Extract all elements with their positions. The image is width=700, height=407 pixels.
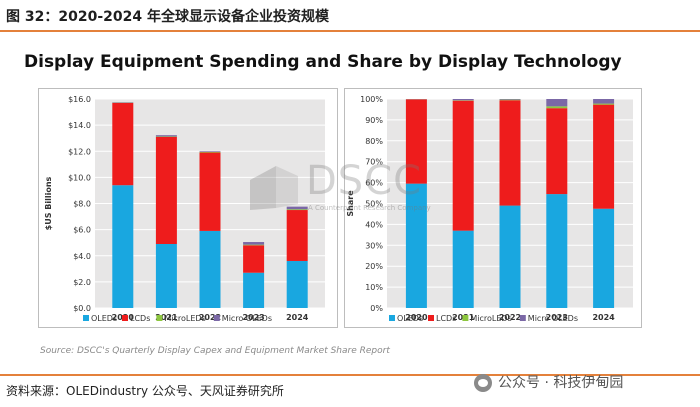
share-legend-label: LCDs (436, 314, 456, 323)
share-bar-lcds-2023 (546, 108, 568, 195)
share-bar-microleds-2022 (499, 99, 521, 101)
spending-bar-oleds-2020 (112, 185, 134, 308)
share-bar-lcds-2024 (593, 104, 615, 209)
share-y-tick-label: 70% (365, 158, 383, 167)
share-y-tick-label: 100% (360, 95, 383, 104)
share-bar-micro-oleds-2023 (546, 99, 568, 107)
spending-bar-lcds-2021 (155, 136, 177, 244)
spending-bar-micro-oleds-2023 (243, 242, 265, 245)
spending-legend-swatch (83, 315, 89, 321)
spending-bar-lcds-2023 (243, 245, 265, 273)
share-legend-label: Micro OLEDs (528, 314, 578, 323)
spending-y-tick-label: $10.0 (68, 173, 91, 182)
share-bar-microleds-2024 (593, 103, 615, 105)
share-y-axis-label: Share (346, 190, 355, 217)
chart-title: Display Equipment Spending and Share by … (24, 52, 622, 72)
share-bar-microleds-2023 (546, 106, 568, 109)
share-bar-oleds-2021 (452, 230, 474, 308)
spending-bar-lcds-2022 (199, 152, 221, 231)
share-legend-label: OLEDs (397, 314, 423, 323)
share-bar-oleds-2023 (546, 194, 568, 308)
spending-bar-lcds-2020 (112, 102, 134, 186)
share-y-tick-label: 30% (365, 241, 383, 250)
spending-y-tick-label: $4.0 (73, 252, 91, 261)
spending-chart-panel: $0.0 $2.0 $4.0 $6.0 $8.0 $10.0 $12.0 $14.0 $16.0… (38, 88, 338, 328)
share-legend-label: MicroLEDs (470, 314, 511, 323)
share-x-tick-label: 2024 (592, 313, 615, 322)
share-y-tick-label: 80% (365, 137, 383, 146)
spending-bar-microleds-2024 (286, 209, 308, 211)
share-bar-lcds-2020 (405, 99, 427, 184)
share-y-tick-label: 0% (370, 304, 383, 313)
share-chart: 0% 10% 20% 30% 40% 50% 60% 70% 80% 90% 100% Share 20… (346, 95, 633, 323)
share-x-tick-label: 2022 (499, 313, 521, 322)
title-rule (0, 30, 700, 32)
share-bar-oleds-2024 (593, 208, 615, 308)
share-bar-lcds-2021 (452, 100, 474, 231)
share-y-tick-label: 50% (365, 200, 383, 209)
spending-bar-oleds-2023 (243, 272, 265, 308)
spending-y-tick-label: $2.0 (73, 278, 91, 287)
spending-y-tick-label: $0.0 (73, 304, 91, 313)
spending-y-tick-label: $16.0 (68, 95, 91, 104)
spending-bar-oleds-2021 (155, 243, 177, 308)
spending-legend-swatch (213, 315, 220, 321)
share-legend-swatch (519, 315, 526, 321)
spending-bar-oleds-2024 (286, 260, 308, 308)
spending-bar-micro-oleds-2022 (199, 151, 221, 152)
spending-y-tick-label: $6.0 (73, 226, 91, 235)
spending-legend-label: LCDs (130, 314, 150, 323)
spending-y-tick-label: $12.0 (68, 147, 91, 156)
share-bar-oleds-2020 (405, 183, 427, 308)
spending-chart: $0.0 $2.0 $4.0 $6.0 $8.0 $10.0 $12.0 $14.0 $16.0… (44, 95, 325, 323)
spending-legend-label: Micro OLEDs (222, 314, 272, 323)
share-legend-swatch (389, 315, 395, 321)
share-y-tick-label: 20% (365, 262, 383, 271)
spending-y-tick-label: $8.0 (73, 200, 91, 209)
spending-bar-oleds-2022 (199, 230, 221, 308)
share-bar-oleds-2022 (499, 205, 521, 308)
spending-bar-micro-oleds-2024 (286, 206, 308, 210)
spending-bar-microleds-2022 (199, 151, 221, 153)
spending-x-tick-label: 2023 (242, 313, 264, 322)
share-x-tick-label: 2020 (405, 313, 428, 322)
share-legend-swatch (462, 315, 469, 321)
share-y-tick-label: 10% (365, 283, 383, 292)
footer-rule (0, 374, 700, 376)
figure-title: 图 32：2020-2024 年全球显示设备企业投资规模 (6, 9, 329, 25)
wechat-label: 公众号 · 科技伊甸园 (498, 375, 624, 391)
share-bar-micro-oleds-2024 (593, 99, 615, 104)
share-x-tick-label: 2023 (546, 313, 568, 322)
share-y-tick-label: 60% (365, 179, 383, 188)
spending-legend-swatch (122, 315, 128, 321)
spending-bar-micro-oleds-2021 (155, 135, 177, 137)
share-y-tick-label: 90% (365, 116, 383, 125)
share-y-tick-label: 40% (365, 220, 383, 229)
wechat-icon (474, 374, 492, 392)
spending-legend-label: OLEDs (91, 314, 117, 323)
figure-header: 图 32：2020-2024 年全球显示设备企业投资规模 (0, 0, 700, 30)
spending-y-tick-label: $14.0 (68, 121, 91, 130)
share-bar-lcds-2022 (499, 100, 521, 206)
share-legend-swatch (428, 315, 434, 321)
share-bar-micro-oleds-2022 (499, 99, 521, 100)
share-chart-panel: 0% 10% 20% 30% 40% 50% 60% 70% 80% 90% 100% Share 20… (344, 88, 642, 328)
source-note: Source: DSCC's Quarterly Display Capex a… (40, 346, 390, 356)
spending-x-tick-label: 2021 (155, 313, 178, 322)
spending-bar-lcds-2024 (286, 210, 308, 261)
spending-x-tick-label: 2022 (199, 313, 221, 322)
spending-bar-microleds-2023 (243, 244, 265, 246)
spending-legend-label: MicroLEDs (164, 314, 205, 323)
share-bar-micro-oleds-2021 (452, 99, 474, 101)
spending-x-tick-label: 2024 (286, 313, 309, 322)
wechat-label-group: 公众号 · 科技伊甸园 (474, 372, 623, 392)
spending-legend-swatch (156, 315, 163, 321)
footer-source: 资料来源：OLEDindustry 公众号、天风证券研究所 (6, 384, 284, 398)
spending-y-axis-label: $US Billions (44, 176, 53, 230)
